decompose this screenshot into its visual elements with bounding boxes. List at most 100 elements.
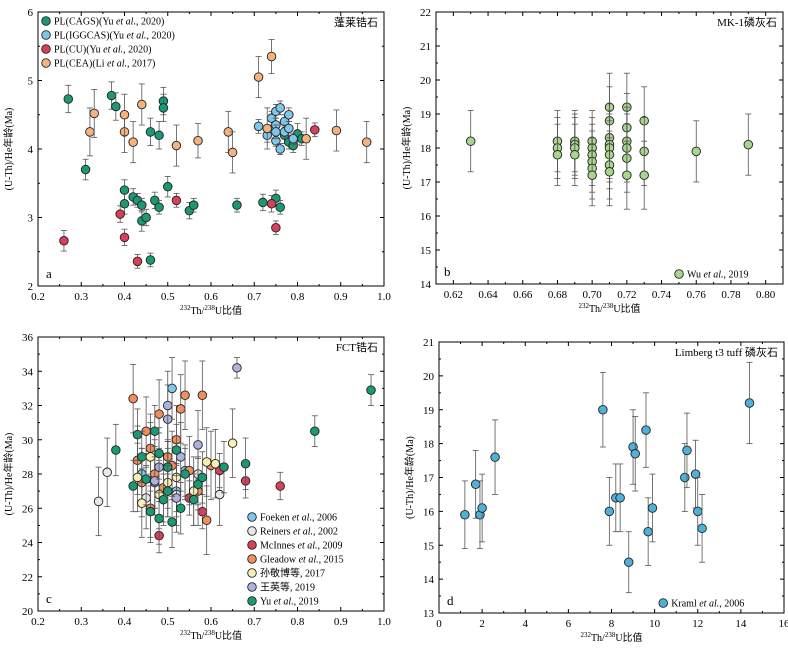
data-point [587, 170, 597, 180]
y-tick-label: 26 [22, 503, 34, 515]
x-tick-label: 0.74 [652, 289, 672, 301]
data-point [275, 202, 285, 212]
data-point [137, 99, 147, 110]
data-point [210, 458, 221, 469]
data-point [266, 51, 277, 62]
data-point [275, 481, 285, 491]
y-tick-label: 20 [22, 606, 34, 618]
y-tick-label: 19 [423, 405, 435, 417]
x-tick-label: 1.0 [377, 616, 391, 628]
data-point [154, 409, 164, 419]
legend-entry: PL(CAGS)(Yu et al., 2020) [54, 17, 164, 28]
series-1 [253, 100, 298, 155]
legend: Foeken et al., 2006 Reiners et al., 2002 M… [247, 512, 344, 608]
data-point [119, 185, 130, 195]
data-point [167, 517, 177, 527]
data-point [132, 472, 143, 483]
x-tick-label: 10 [649, 618, 661, 630]
data-point [180, 390, 190, 400]
x-axis-label: 232Th/238U比值 [180, 629, 242, 642]
legend: PL(CAGS)(Yu et al., 2020) PL(IGGCAS)(Yu e… [41, 16, 175, 70]
data-point [284, 109, 294, 120]
data-point [188, 494, 199, 505]
data-point [615, 493, 625, 503]
legend-entry: 孙敬博等, 2017 [260, 567, 325, 580]
legend-entry: 王英等, 2019 [260, 581, 315, 594]
series-6 [111, 374, 376, 549]
data-point [460, 510, 470, 520]
data-point [284, 123, 294, 134]
data-point [310, 125, 320, 135]
x-tick-label: 4 [523, 618, 529, 630]
legend-entry: Reiners et al., 2002 [260, 527, 338, 538]
data-point [253, 72, 264, 82]
data-point [141, 474, 151, 484]
x-tick-label: 6 [566, 618, 572, 630]
y-tick-label: 20 [423, 371, 435, 383]
y-tick-label: 17 [423, 473, 435, 485]
data-point [310, 426, 320, 436]
data-point [201, 457, 212, 467]
x-tick-label: 0.2 [31, 291, 45, 303]
series-0 [460, 361, 755, 594]
panel-title: FCT锆石 [336, 341, 378, 354]
data-point [137, 200, 147, 210]
x-tick-label: 0.8 [291, 616, 305, 628]
data-point [258, 197, 268, 208]
panel-b: 0.62 0.64 0.66 0.68 0.70 0.72 0.74 0.76 0.78 0.80… [400, 7, 784, 315]
data-point [690, 469, 701, 479]
data-point [227, 147, 238, 158]
legend-swatch [674, 269, 684, 279]
data-point [154, 202, 164, 212]
legend-swatch [41, 16, 51, 26]
data-point [158, 103, 169, 113]
data-point [111, 101, 121, 112]
y-tick-label: 36 [22, 332, 34, 344]
panel-a: 0.2 0.3 0.4 0.5 0.6 0.7 0.8 0.9 1.0 2 3 4 5 6 232Th/23… [2, 7, 391, 317]
data-point [158, 494, 169, 505]
legend-entry: Gleadow et al., 2015 [260, 555, 344, 566]
data-point [570, 150, 580, 160]
panel-letter: c [46, 591, 52, 606]
data-point [598, 405, 608, 415]
data-point [119, 232, 130, 243]
legend-entry: PL(CU)(Yu et al., 2020) [54, 45, 152, 56]
panel-letter: a [46, 266, 52, 281]
y-tick-label: 5 [28, 76, 34, 88]
y-tick-label: 2 [28, 281, 34, 293]
x-tick-label: 0 [436, 618, 442, 630]
data-point [137, 452, 147, 462]
legend-swatch [247, 526, 257, 536]
y-tick-label: 13 [423, 608, 435, 620]
legend-entry: McInnes et al., 2009 [260, 541, 343, 552]
x-tick-label: 0.68 [548, 289, 568, 301]
data-point [288, 133, 298, 144]
x-tick-label: 0.8 [291, 291, 305, 303]
x-tick-label: 0.6 [204, 291, 218, 303]
data-point [197, 390, 208, 400]
x-tick-label: 16 [779, 618, 788, 630]
data-point [119, 109, 130, 120]
data-point [115, 209, 125, 219]
y-axis-label: (U-Th)/He年龄(Ma) [2, 433, 15, 516]
data-point [643, 526, 653, 537]
data-point [154, 513, 164, 524]
legend-swatch [247, 554, 257, 564]
y-tick-label: 17 [420, 177, 432, 189]
legend-entry: PL(IGGCAS)(Yu et al., 2020) [54, 31, 175, 42]
x-tick-label: 0.78 [721, 289, 741, 301]
x-tick-label: 14 [735, 618, 747, 630]
data-point [693, 506, 703, 517]
legend-swatch [41, 30, 51, 40]
x-tick-label: 0.62 [444, 289, 463, 301]
legend-swatch [247, 540, 257, 550]
x-tick-label: 0.76 [687, 289, 707, 301]
data-point [80, 164, 91, 175]
data-point [171, 493, 182, 503]
data-point [366, 385, 376, 395]
x-tick-label: 0.6 [204, 616, 218, 628]
legend-swatch [658, 598, 668, 608]
panel-letter: d [447, 593, 454, 608]
x-tick-label: 0.72 [617, 289, 636, 301]
y-tick-label: 14 [420, 279, 432, 291]
